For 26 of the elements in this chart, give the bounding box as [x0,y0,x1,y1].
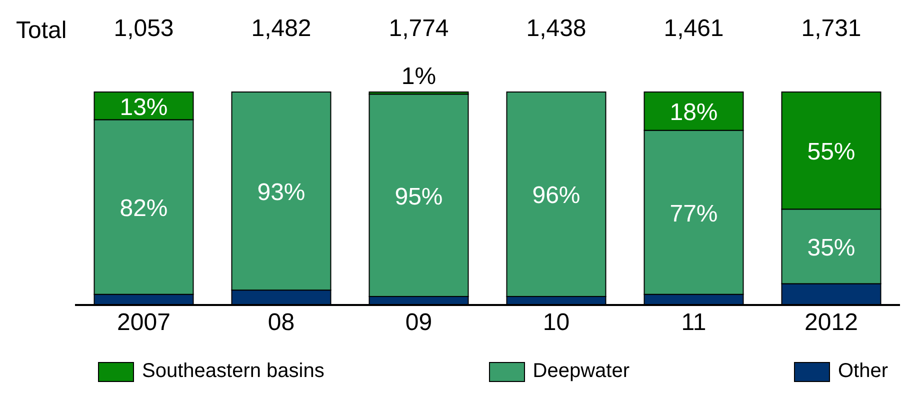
x-tick-label: 10 [542,309,570,336]
data-label: 55% [807,138,856,166]
data-label: 93% [257,179,306,206]
text: 1,731 [801,15,862,42]
x-tick-label: 2007 [117,309,170,336]
x-tick-label: 08 [268,309,295,336]
data-label: 77% [670,200,718,228]
data-label: 96% [532,182,580,210]
text: 1,482 [251,15,312,42]
data-label: 13% [120,94,168,121]
x-tick-label: 11 [681,309,706,336]
legend-label: Deepwater [532,360,630,383]
text: Total [16,17,67,45]
data-label: 35% [807,234,856,262]
x-tick-label: 09 [405,309,432,336]
text: 1,461 [664,15,724,42]
legend-label: Other [838,360,888,383]
data-label: 18% [670,99,718,126]
text: 1,774 [388,15,449,42]
data-label: 82% [120,195,168,222]
text: 1,438 [526,15,586,42]
x-tick-label: 2012 [804,309,858,336]
legend-label: Southeastern basins [142,360,324,383]
text: 1,053 [114,15,174,42]
data-label: 1% [401,63,436,90]
data-label: 95% [394,183,443,210]
